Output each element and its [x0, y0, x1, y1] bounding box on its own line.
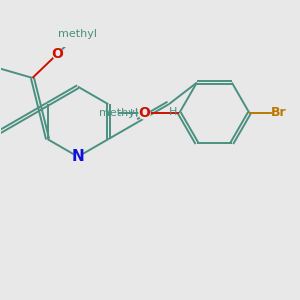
Text: H: H — [169, 107, 178, 117]
Text: Br: Br — [271, 106, 287, 119]
Text: methyl: methyl — [99, 108, 138, 118]
Text: O: O — [52, 46, 64, 61]
Text: O: O — [138, 106, 150, 120]
Text: N: N — [71, 149, 84, 164]
Text: H: H — [130, 109, 138, 119]
Text: methyl: methyl — [58, 29, 98, 39]
